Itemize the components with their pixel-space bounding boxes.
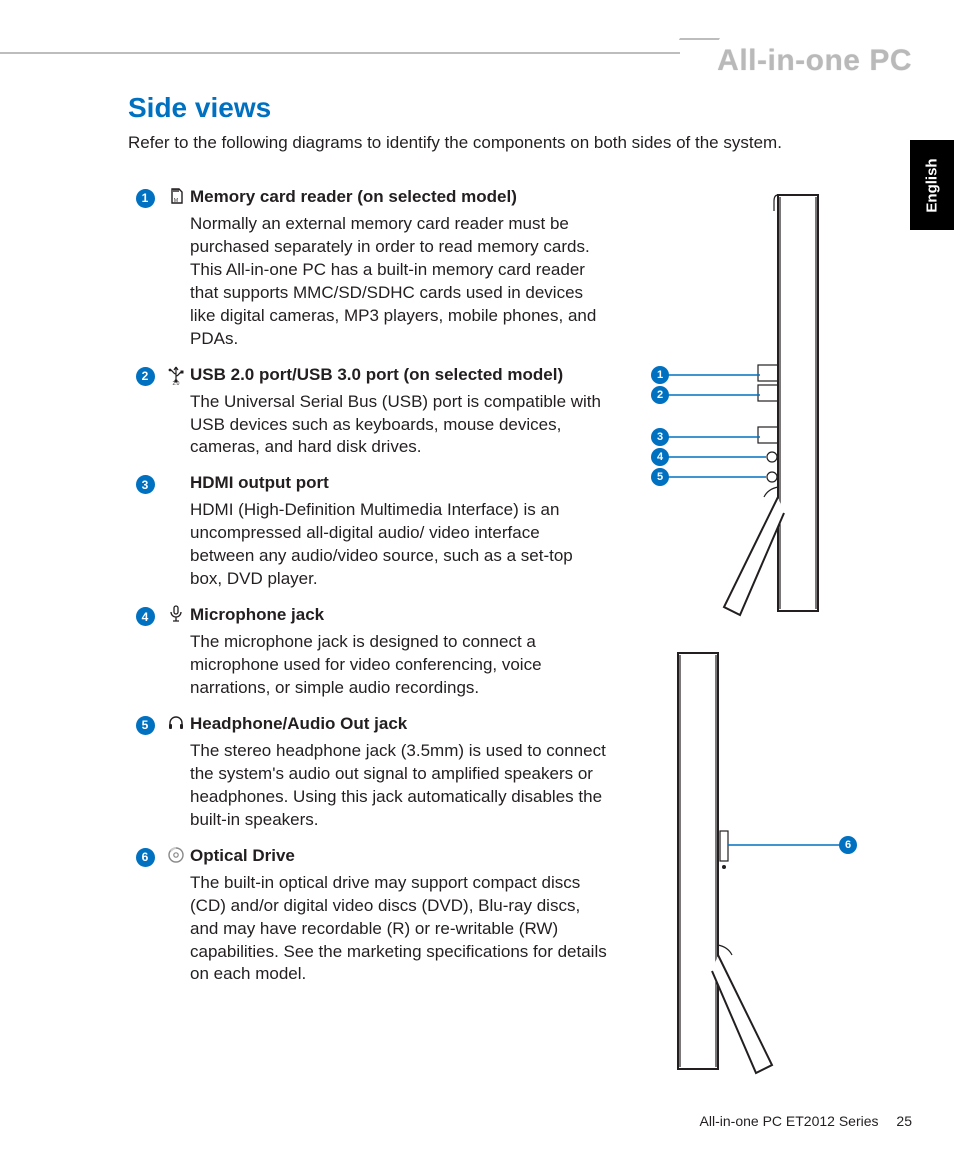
feature-body: HDMI (High-Definition Multimedia Interfa… <box>190 499 608 591</box>
feature-number-badge: 6 <box>136 848 155 867</box>
feature-title: USB 2.0 port/USB 3.0 port (on selected m… <box>190 365 608 385</box>
svg-text:5: 5 <box>657 471 663 483</box>
side-diagrams: 1 2 3 4 <box>628 187 888 1085</box>
feature-number-badge: 5 <box>136 716 155 735</box>
feature-title: Memory card reader (on selected model) <box>190 187 608 207</box>
disc-icon <box>167 846 185 867</box>
callout-6: 6 <box>728 836 857 854</box>
feature-body: The stereo headphone jack (3.5mm) is use… <box>190 740 608 832</box>
section-intro: Refer to the following diagrams to ident… <box>128 132 908 155</box>
feature-body: Normally an external memory card reader … <box>190 213 608 351</box>
feature-item: 2 2.0 USB 2.0 port/USB 3.0 port (on sele… <box>128 365 608 460</box>
feature-title: Optical Drive <box>190 846 608 866</box>
feature-item: 3 HDMI output port HDMI (High-Definition… <box>128 473 608 591</box>
language-tab: English <box>910 140 954 230</box>
page-footer: All-in-one PC ET2012 Series 25 <box>700 1113 912 1129</box>
feature-body: The microphone jack is designed to conne… <box>190 631 608 700</box>
callout-4: 4 <box>651 448 766 466</box>
feature-number-badge: 4 <box>136 607 155 626</box>
callout-3: 3 <box>651 428 760 446</box>
section-title: Side views <box>128 92 908 124</box>
svg-text:2.0: 2.0 <box>173 381 180 385</box>
svg-text:M: M <box>174 198 178 204</box>
feature-item: 6 Optical Drive The built-in optical dri… <box>128 846 608 987</box>
feature-item: 4 Microphone jack The microphone jack is… <box>128 605 608 700</box>
svg-text:2: 2 <box>657 389 663 401</box>
callout-1: 1 <box>651 366 760 384</box>
left-side-diagram: 1 2 3 4 <box>628 187 888 627</box>
sd-card-icon: M <box>167 187 185 208</box>
svg-text:6: 6 <box>845 839 851 851</box>
footer-page-number: 25 <box>896 1113 912 1129</box>
content-row: 1 M Memory card reader (on selected mode… <box>128 187 908 1085</box>
svg-text:1: 1 <box>657 369 663 381</box>
page-body: Side views Refer to the following diagra… <box>128 92 908 1085</box>
feature-number-badge: 3 <box>136 475 155 494</box>
feature-item: 5 Headphone/Audio Out jack The stereo he… <box>128 714 608 832</box>
feature-item: 1 M Memory card reader (on selected mode… <box>128 187 608 351</box>
usb-icon: 2.0 <box>167 365 185 388</box>
mic-icon <box>168 605 184 626</box>
callout-2: 2 <box>651 386 760 404</box>
header-product-line: All-in-one PC <box>717 44 912 78</box>
feature-list: 1 M Memory card reader (on selected mode… <box>128 187 608 1000</box>
feature-title: HDMI output port <box>190 473 608 493</box>
headphone-icon <box>167 714 185 733</box>
right-side-diagram: 6 <box>628 645 888 1085</box>
feature-number-badge: 1 <box>136 189 155 208</box>
feature-title: Headphone/Audio Out jack <box>190 714 608 734</box>
feature-body: The built-in optical drive may support c… <box>190 872 608 987</box>
footer-model: All-in-one PC ET2012 Series <box>700 1113 879 1129</box>
feature-body: The Universal Serial Bus (USB) port is c… <box>190 391 608 460</box>
svg-text:3: 3 <box>657 431 663 443</box>
language-tab-label: English <box>924 158 941 212</box>
callout-5: 5 <box>651 468 766 486</box>
svg-text:4: 4 <box>657 451 664 463</box>
feature-title: Microphone jack <box>190 605 608 625</box>
feature-number-badge: 2 <box>136 367 155 386</box>
